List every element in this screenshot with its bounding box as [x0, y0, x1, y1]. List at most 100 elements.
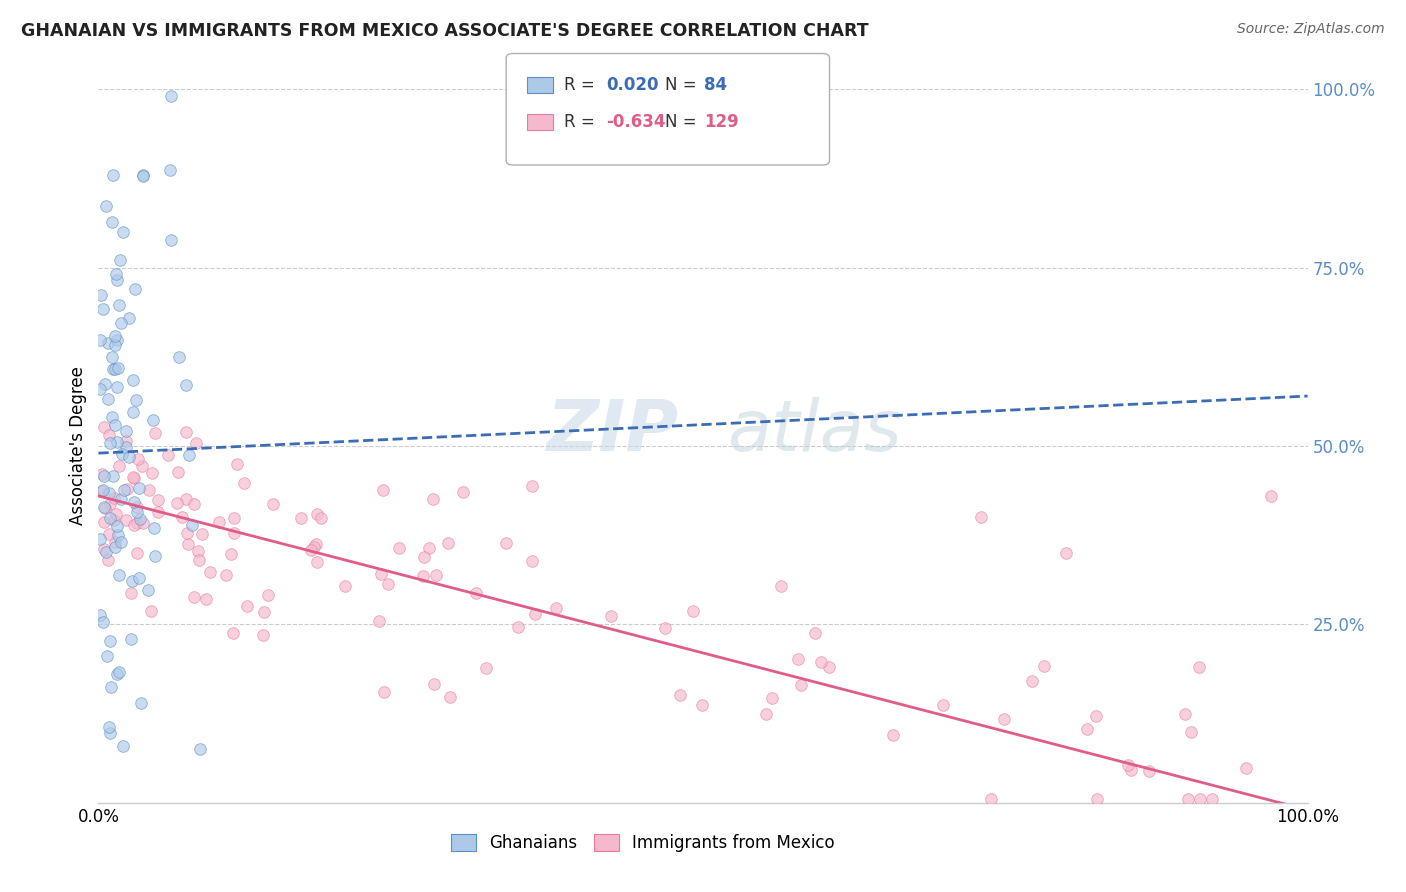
Point — [105, 434, 128, 449]
Point — [132, 169, 155, 183]
Point — [506, 620, 529, 634]
Point — [93, 515, 115, 529]
Point — [105, 519, 128, 533]
Point — [377, 576, 399, 591]
Point — [174, 377, 197, 392]
Point — [107, 528, 129, 542]
Point — [183, 497, 205, 511]
Point — [89, 532, 111, 546]
Point — [104, 507, 127, 521]
Point — [167, 465, 190, 479]
Point — [157, 448, 180, 462]
Point — [174, 491, 197, 506]
Point — [176, 525, 198, 540]
Point — [160, 89, 183, 103]
Point — [253, 605, 276, 619]
Point — [100, 350, 122, 364]
Point — [89, 382, 111, 396]
Text: R =: R = — [564, 76, 600, 94]
Point — [464, 586, 486, 600]
Point — [1173, 706, 1195, 721]
Point — [125, 393, 148, 408]
Point — [94, 377, 117, 392]
Point — [105, 334, 128, 348]
Point — [222, 525, 245, 540]
Point — [93, 469, 115, 483]
Point — [110, 491, 132, 506]
Point — [143, 521, 166, 535]
Point — [980, 792, 1002, 806]
Point — [177, 448, 200, 462]
Point — [110, 316, 132, 330]
Point — [136, 582, 159, 597]
Point — [129, 512, 152, 526]
Point — [97, 485, 120, 500]
Text: 84: 84 — [704, 76, 727, 94]
Point — [131, 168, 153, 182]
Point — [125, 500, 148, 514]
Point — [993, 712, 1015, 726]
Point — [93, 542, 115, 557]
Point — [804, 625, 827, 640]
Text: -0.634: -0.634 — [606, 113, 665, 131]
Point — [882, 728, 904, 742]
Text: R =: R = — [564, 113, 600, 131]
Point — [148, 492, 170, 507]
Point — [252, 628, 274, 642]
Point — [118, 450, 141, 464]
Point — [299, 543, 322, 558]
Point — [1189, 792, 1212, 806]
Text: 0.020: 0.020 — [606, 76, 658, 94]
Point — [810, 655, 832, 669]
Point — [790, 678, 813, 692]
Point — [302, 540, 325, 554]
Point — [98, 720, 121, 734]
Point — [188, 742, 211, 756]
Point — [439, 690, 461, 705]
Point — [1118, 757, 1140, 772]
Point — [91, 615, 114, 629]
Y-axis label: Associate's Degree: Associate's Degree — [69, 367, 87, 525]
Point — [181, 518, 204, 533]
Point — [475, 661, 498, 675]
Point — [682, 604, 704, 618]
Point — [115, 440, 138, 454]
Point — [437, 536, 460, 550]
Point — [108, 253, 131, 268]
Point — [236, 599, 259, 613]
Point — [127, 452, 149, 467]
Point — [105, 667, 128, 681]
Point — [107, 379, 129, 393]
Point — [368, 614, 391, 628]
Point — [1085, 792, 1108, 806]
Point — [388, 541, 411, 555]
Point — [98, 527, 121, 541]
Text: ZIP: ZIP — [547, 397, 679, 467]
Point — [160, 233, 183, 247]
Point — [423, 677, 446, 691]
Point — [97, 392, 120, 406]
Point — [114, 434, 136, 448]
Point — [118, 310, 141, 325]
Point — [668, 688, 690, 702]
Point — [305, 536, 328, 550]
Point — [96, 648, 118, 663]
Text: Source: ZipAtlas.com: Source: ZipAtlas.com — [1237, 22, 1385, 37]
Point — [120, 586, 142, 600]
Point — [654, 621, 676, 635]
Point — [124, 518, 146, 533]
Point — [104, 534, 127, 549]
Point — [195, 591, 218, 606]
Point — [522, 554, 544, 568]
Text: 129: 129 — [704, 113, 740, 131]
Point — [257, 588, 280, 602]
Point — [309, 511, 332, 525]
Point — [425, 568, 447, 582]
Point — [124, 282, 146, 296]
Point — [143, 425, 166, 440]
Point — [97, 553, 120, 567]
Point — [93, 500, 115, 515]
Point — [146, 505, 169, 519]
Point — [117, 483, 139, 497]
Point — [104, 417, 127, 432]
